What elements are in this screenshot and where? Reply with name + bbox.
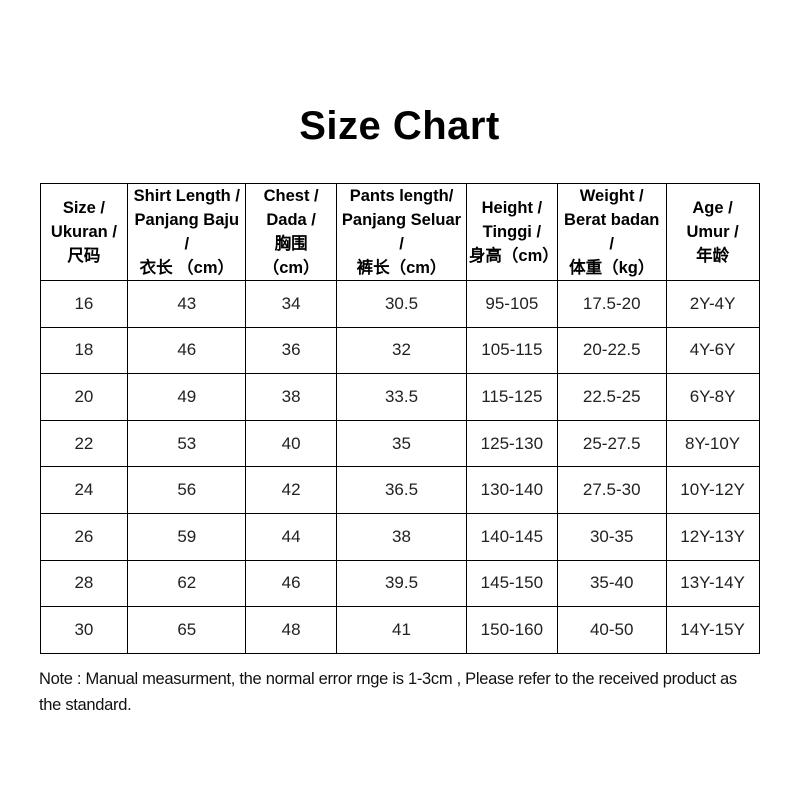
cell-chest: 48 (245, 606, 338, 654)
cell-chest: 44 (245, 512, 338, 561)
header-line: 尺码 (67, 247, 101, 265)
cell-height: 125-130 (465, 419, 558, 468)
page-title: Size Chart (299, 104, 500, 148)
cell-weight: 25-27.5 (556, 419, 667, 468)
cell-weight: 30-35 (556, 512, 667, 561)
header-line: 裤长（cm） (356, 259, 447, 277)
cell-height: 150-160 (465, 606, 558, 654)
header-line: Ukuran / (50, 223, 117, 241)
column-header-weight: Weight / Berat badan / 体重（kg） (556, 183, 667, 281)
column-header-size: Size / Ukuran / 尺码 (39, 183, 129, 281)
cell-shirt-length: 62 (127, 559, 247, 608)
table-row: 26 59 44 38 140-145 30-35 12Y-13Y (39, 512, 760, 561)
header-line: 体重（kg） (569, 259, 655, 277)
cell-size: 16 (39, 280, 129, 328)
cell-age: 2Y-4Y (665, 280, 760, 328)
cell-size: 20 (39, 373, 129, 421)
header-line: Umur / (686, 223, 739, 241)
header-line: Panjang Baju / (134, 211, 240, 253)
cell-chest: 42 (245, 466, 338, 514)
cell-weight: 17.5-20 (556, 280, 667, 328)
cell-shirt-length: 43 (127, 280, 247, 328)
header-line: Dada / (266, 211, 316, 229)
cell-pants-length: 39.5 (336, 559, 467, 608)
table-row: 24 56 42 36.5 130-140 27.5-30 10Y-12Y (39, 466, 760, 514)
header-line: 胸围 （cm） (262, 235, 320, 277)
cell-pants-length: 33.5 (336, 373, 467, 421)
cell-age: 4Y-6Y (665, 326, 760, 375)
cell-shirt-length: 53 (127, 419, 247, 468)
cell-height: 115-125 (465, 373, 558, 421)
cell-weight: 35-40 (556, 559, 667, 608)
cell-chest: 34 (245, 280, 338, 328)
cell-pants-length: 38 (336, 512, 467, 561)
cell-height: 105-115 (465, 326, 558, 375)
cell-age: 12Y-13Y (665, 512, 760, 561)
header-line: Weight / (579, 187, 644, 205)
cell-size: 26 (39, 512, 129, 561)
header-line: Size / (62, 199, 106, 217)
column-header-height: Height / Tinggi / 身高（cm） (465, 183, 558, 281)
table-row: 20 49 38 33.5 115-125 22.5-25 6Y-8Y (39, 373, 760, 421)
table-header-row: Size / Ukuran / 尺码 Shirt Length / Panjan… (39, 183, 760, 281)
column-header-pants-length: Pants length/ Panjang Seluar / 裤长（cm） (336, 183, 467, 281)
cell-height: 145-150 (465, 559, 558, 608)
header-line: Pants length/ (349, 187, 454, 205)
cell-age: 14Y-15Y (665, 606, 760, 654)
cell-age: 10Y-12Y (665, 466, 760, 514)
column-header-shirt-length: Shirt Length / Panjang Baju / 衣长 （cm） (127, 183, 247, 281)
header-line: Chest / (263, 187, 319, 205)
cell-shirt-length: 65 (127, 606, 247, 654)
cell-size: 30 (39, 606, 129, 654)
header-line: 衣长 （cm） (139, 259, 234, 277)
cell-shirt-length: 49 (127, 373, 247, 421)
note-text: Note : Manual measurment, the normal err… (39, 669, 737, 714)
cell-pants-length: 41 (336, 606, 467, 654)
cell-shirt-length: 59 (127, 512, 247, 561)
cell-pants-length: 35 (336, 419, 467, 468)
header-line: Age / (692, 199, 733, 217)
cell-chest: 46 (245, 559, 338, 608)
cell-height: 95-105 (465, 280, 558, 328)
header-line: Berat badan / (564, 211, 660, 253)
header-line: Height / (481, 199, 543, 217)
column-header-age: Age / Umur / 年龄 (665, 183, 760, 281)
cell-size: 28 (39, 559, 129, 608)
cell-pants-length: 32 (336, 326, 467, 375)
cell-size: 24 (39, 466, 129, 514)
size-chart-table: Size / Ukuran / 尺码 Shirt Length / Panjan… (39, 183, 760, 654)
cell-height: 130-140 (465, 466, 558, 514)
header-line: 身高（cm） (468, 247, 558, 265)
cell-age: 8Y-10Y (665, 419, 760, 468)
column-header-chest: Chest / Dada / 胸围 （cm） (245, 183, 338, 281)
table-row: 28 62 46 39.5 145-150 35-40 13Y-14Y (39, 559, 760, 608)
cell-chest: 38 (245, 373, 338, 421)
cell-weight: 27.5-30 (556, 466, 667, 514)
cell-size: 22 (39, 419, 129, 468)
cell-weight: 40-50 (556, 606, 667, 654)
cell-weight: 20-22.5 (556, 326, 667, 375)
header-line: Tinggi / (482, 223, 542, 241)
cell-size: 18 (39, 326, 129, 375)
cell-chest: 40 (245, 419, 338, 468)
table-row: 16 43 34 30.5 95-105 17.5-20 2Y-4Y (39, 280, 760, 328)
header-line: Shirt Length / (133, 187, 240, 205)
cell-weight: 22.5-25 (556, 373, 667, 421)
table-row: 18 46 36 32 105-115 20-22.5 4Y-6Y (39, 326, 760, 375)
cell-pants-length: 36.5 (336, 466, 467, 514)
header-line: Panjang Seluar / (341, 211, 462, 253)
header-line: 年龄 (696, 247, 730, 265)
cell-age: 13Y-14Y (665, 559, 760, 608)
cell-age: 6Y-8Y (665, 373, 760, 421)
table-row: 22 53 40 35 125-130 25-27.5 8Y-10Y (39, 419, 760, 468)
cell-shirt-length: 56 (127, 466, 247, 514)
cell-pants-length: 30.5 (336, 280, 467, 328)
table-row: 30 65 48 41 150-160 40-50 14Y-15Y (39, 606, 760, 654)
size-chart-page: Size Chart Size / Ukuran / 尺码 Shirt Leng… (0, 102, 799, 799)
cell-chest: 36 (245, 326, 338, 375)
cell-shirt-length: 46 (127, 326, 247, 375)
cell-height: 140-145 (465, 512, 558, 561)
